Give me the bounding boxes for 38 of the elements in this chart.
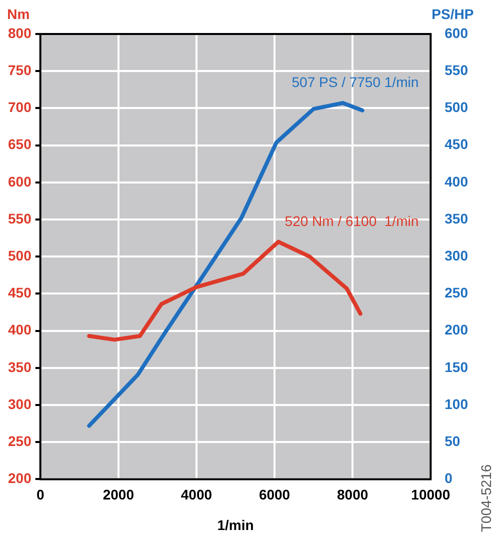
x-tick-label: 0 [36, 486, 44, 502]
text: T004-5216 [478, 464, 494, 532]
x-tick-label: 4000 [180, 486, 212, 502]
y-tick-label: 550 [8, 210, 32, 226]
y2-tick-label: 50 [444, 432, 460, 449]
y-tick-label: 600 [8, 173, 32, 190]
y2-tick-label: 100 [444, 396, 468, 412]
y-tick-label: 700 [8, 99, 32, 116]
y-tick-label: 450 [8, 284, 32, 301]
y2-tick-label: 150 [444, 358, 468, 375]
x-tick-label: 6000 [258, 486, 290, 502]
annotation: 507 PS / 7750 1/min [292, 74, 419, 90]
y2-tick-label: 250 [444, 284, 468, 301]
y-tick-label: 300 [8, 396, 32, 412]
y2-tick-label: 600 [444, 24, 468, 41]
y-tick-label: 500 [8, 247, 32, 264]
y-tick-label: 650 [8, 136, 32, 152]
y2-tick-label: 300 [444, 247, 468, 264]
y-tick-label: 350 [8, 358, 32, 375]
y-tick-label: 400 [8, 322, 32, 338]
y2-tick-label: 550 [444, 62, 468, 78]
y2-tick-label: 450 [444, 136, 468, 152]
annotation: 520 Nm / 6100 1/min [284, 212, 419, 229]
x-tick-label: 10000 [411, 486, 450, 502]
x-tick-label: 8000 [337, 486, 368, 502]
y2-tick-label: 350 [444, 210, 468, 226]
y-tick-label: 750 [8, 62, 32, 78]
x-tick-label: 2000 [102, 486, 134, 502]
y-tick-label: 250 [8, 432, 32, 449]
y-tick-label: 800 [8, 24, 32, 41]
y2-tick-label: 400 [444, 173, 468, 190]
x-axis-title: 1/min [217, 517, 254, 533]
y2-tick-label: 500 [444, 99, 468, 116]
y-axis-title: Nm [7, 6, 30, 22]
y2-tick-label: 200 [444, 322, 468, 338]
y-tick-label: 200 [8, 470, 32, 486]
y2-tick-label: 0 [444, 470, 453, 486]
y2-axis-title: PS/HP [432, 6, 474, 22]
